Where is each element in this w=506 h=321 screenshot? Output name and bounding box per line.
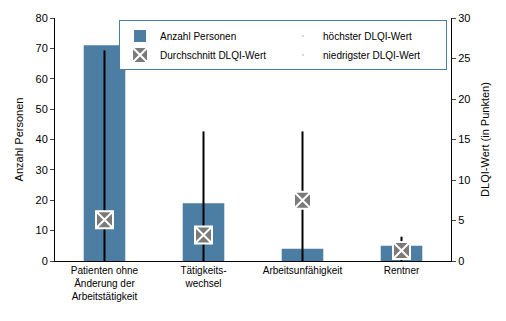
svg-text:0: 0 [42, 255, 48, 267]
svg-text:80: 80 [36, 12, 48, 24]
svg-text:DLQI-Wert (in Punkten): DLQI-Wert (in Punkten) [479, 82, 491, 197]
svg-text:Tätigkeits-wechsel: Tätigkeits-wechsel [180, 265, 226, 289]
svg-text:Anzahl Personen: Anzahl Personen [160, 31, 236, 42]
svg-text:30: 30 [36, 164, 48, 176]
svg-text:Patienten ohneÄnderung derArbe: Patienten ohneÄnderung derArbeitstätigke… [71, 265, 139, 302]
svg-text:0: 0 [458, 255, 464, 267]
svg-text:Anzahl Personen: Anzahl Personen [13, 98, 25, 182]
svg-text:60: 60 [36, 73, 48, 85]
svg-text:Durchschnitt DLQI-Wert: Durchschnitt DLQI-Wert [160, 50, 266, 61]
svg-text:Rentner: Rentner [384, 265, 420, 276]
svg-text:niedrigster DLQI-Wert: niedrigster DLQI-Wert [323, 50, 420, 61]
svg-text:40: 40 [36, 133, 48, 145]
svg-text:30: 30 [458, 12, 470, 24]
svg-text:50: 50 [36, 103, 48, 115]
svg-text:Arbeitsunfähigkeit: Arbeitsunfähigkeit [263, 265, 343, 276]
svg-text:15: 15 [458, 133, 470, 145]
svg-text:10: 10 [458, 174, 470, 186]
svg-text:70: 70 [36, 42, 48, 54]
svg-text:20: 20 [36, 194, 48, 206]
svg-text:höchster DLQI-Wert: höchster DLQI-Wert [323, 31, 412, 42]
svg-text:5: 5 [458, 214, 464, 226]
svg-text:10: 10 [36, 224, 48, 236]
svg-text:25: 25 [458, 52, 470, 64]
svg-text:20: 20 [458, 93, 470, 105]
